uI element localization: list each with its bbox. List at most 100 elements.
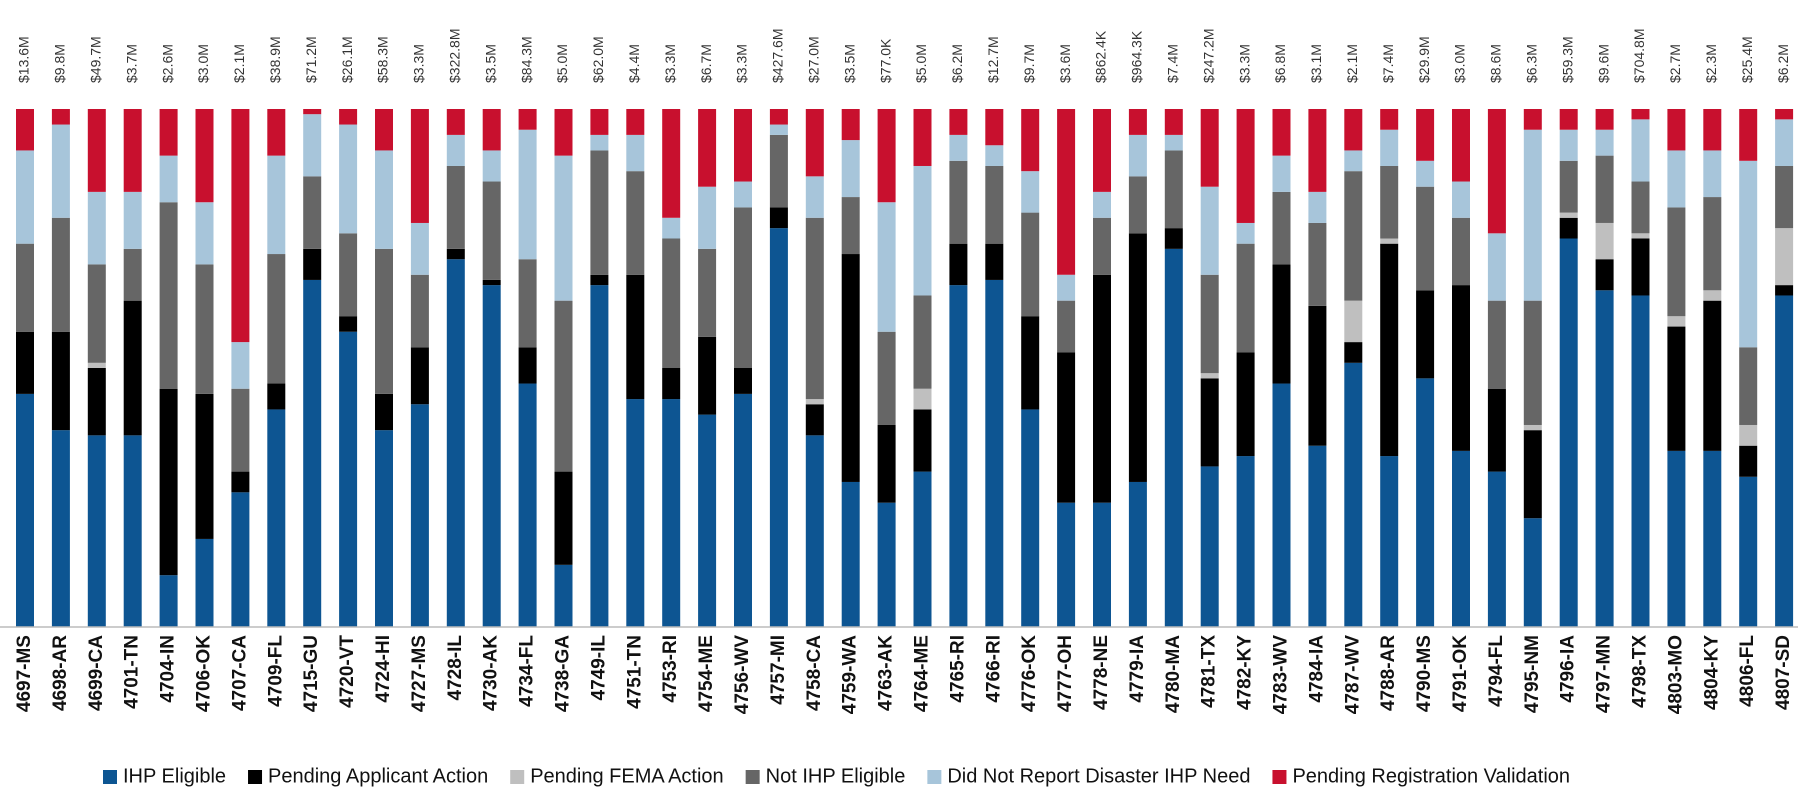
bar-segment <box>410 274 429 348</box>
bar-segment <box>231 471 250 493</box>
bar-segment <box>554 109 573 156</box>
bar-segment <box>1057 300 1076 353</box>
bar-segment <box>1595 290 1614 627</box>
bar-segment <box>518 129 537 260</box>
bar-segment <box>1272 383 1291 627</box>
bar-segment <box>1344 109 1363 151</box>
bar-segment <box>482 109 501 151</box>
bar-segment <box>1703 300 1722 451</box>
legend-swatch <box>248 770 263 784</box>
bar-segment <box>1523 430 1542 519</box>
bar-segment <box>1236 222 1255 244</box>
total-label: $7.4M <box>1165 44 1181 83</box>
bar-segment <box>1452 450 1470 627</box>
total-label: $38.9M <box>267 36 283 83</box>
bar-segment <box>554 300 573 472</box>
bar-segment <box>554 155 573 301</box>
x-tick-label: 4701-TN <box>122 635 143 709</box>
bar-segment <box>410 222 429 275</box>
bar-segment <box>518 259 537 348</box>
bar-segment <box>1308 191 1327 223</box>
bar-segment <box>1344 300 1363 343</box>
bar-segment <box>267 155 286 255</box>
bar-segment <box>1164 109 1183 135</box>
bar-segment <box>1631 238 1650 296</box>
bar-segment <box>1128 109 1147 135</box>
bar-segment <box>375 109 393 151</box>
total-label: $2.3M <box>1703 44 1719 83</box>
bar-segment <box>1200 109 1219 187</box>
bar-segment <box>1021 171 1040 213</box>
bar-segment <box>159 388 178 576</box>
x-tick-label: 4720-VT <box>337 635 358 708</box>
bar-segment <box>446 259 465 627</box>
bar-segment <box>841 140 860 198</box>
total-label: $9.6M <box>1595 44 1611 83</box>
bar-segment <box>1631 295 1650 627</box>
bar-segment <box>195 538 214 627</box>
bar-segment <box>1380 129 1399 166</box>
bar-segment <box>698 109 717 187</box>
bar-segment <box>626 109 645 135</box>
legend-label: Pending FEMA Action <box>530 765 723 787</box>
bar-segment <box>231 109 250 343</box>
bar-segment <box>339 331 358 627</box>
bar-segment <box>698 186 717 249</box>
total-label: $7.4M <box>1380 44 1396 83</box>
legend-label: Pending Applicant Action <box>268 765 488 787</box>
bar-segment <box>877 424 896 503</box>
bar-segment <box>51 430 70 627</box>
bar-segment <box>1487 300 1506 389</box>
bar-segment <box>1739 476 1758 627</box>
bar-segment <box>375 393 393 431</box>
bar-segment <box>1667 207 1686 317</box>
bar-segment <box>231 388 250 472</box>
bar-segment <box>841 254 860 482</box>
bar-segment <box>1631 119 1650 182</box>
bar-segment <box>1236 109 1255 223</box>
bar-segment <box>1559 160 1578 213</box>
x-tick-label: 4704-IN <box>158 635 179 703</box>
bar-segment <box>1236 243 1255 353</box>
bar-segment <box>662 217 681 239</box>
bar-segment <box>267 383 286 410</box>
bar-segment <box>16 331 34 394</box>
bar-segment <box>1559 238 1578 627</box>
bar-segment <box>1272 109 1291 156</box>
legend-swatch <box>745 770 760 784</box>
bar-segment <box>1236 352 1255 457</box>
x-tick-label: 4780-MA <box>1163 635 1184 713</box>
bar-segment <box>446 134 465 166</box>
bar-segment <box>518 109 537 130</box>
bar-segment <box>87 264 106 363</box>
bar-segment <box>805 176 824 218</box>
legend-label: Not IHP Eligible <box>766 765 906 787</box>
x-tick-label: 4790-MS <box>1414 635 1435 712</box>
bar-segment <box>1703 290 1722 301</box>
bar-segment <box>159 202 178 389</box>
total-label: $13.6M <box>16 36 32 83</box>
total-label: $3.7M <box>123 44 139 83</box>
bar-segment <box>1631 181 1650 234</box>
bar-segment <box>1380 456 1399 627</box>
bar-segment <box>1667 109 1686 151</box>
legend-swatch <box>1272 770 1287 784</box>
bar-segment <box>1416 186 1435 291</box>
total-label: $427.6M <box>770 29 786 83</box>
x-tick-label: 4756-WV <box>732 635 753 715</box>
total-label: $9.7M <box>1021 44 1037 83</box>
bar-segment <box>1093 502 1111 627</box>
x-tick-label: 4754-ME <box>696 635 717 712</box>
bar-segment <box>662 109 681 218</box>
bar-segment <box>1739 109 1758 161</box>
x-tick-label: 4706-OK <box>194 635 215 712</box>
bar-segment <box>87 435 106 627</box>
total-label: $12.7M <box>985 36 1001 83</box>
total-label: $25.4M <box>1739 36 1755 83</box>
x-tick-label: 4738-GA <box>553 635 574 712</box>
x-tick-label: 4798-TX <box>1630 635 1651 708</box>
total-label: $3.1M <box>1308 44 1324 83</box>
bar-segment <box>841 481 860 627</box>
x-tick-label: 4764-ME <box>912 635 933 712</box>
